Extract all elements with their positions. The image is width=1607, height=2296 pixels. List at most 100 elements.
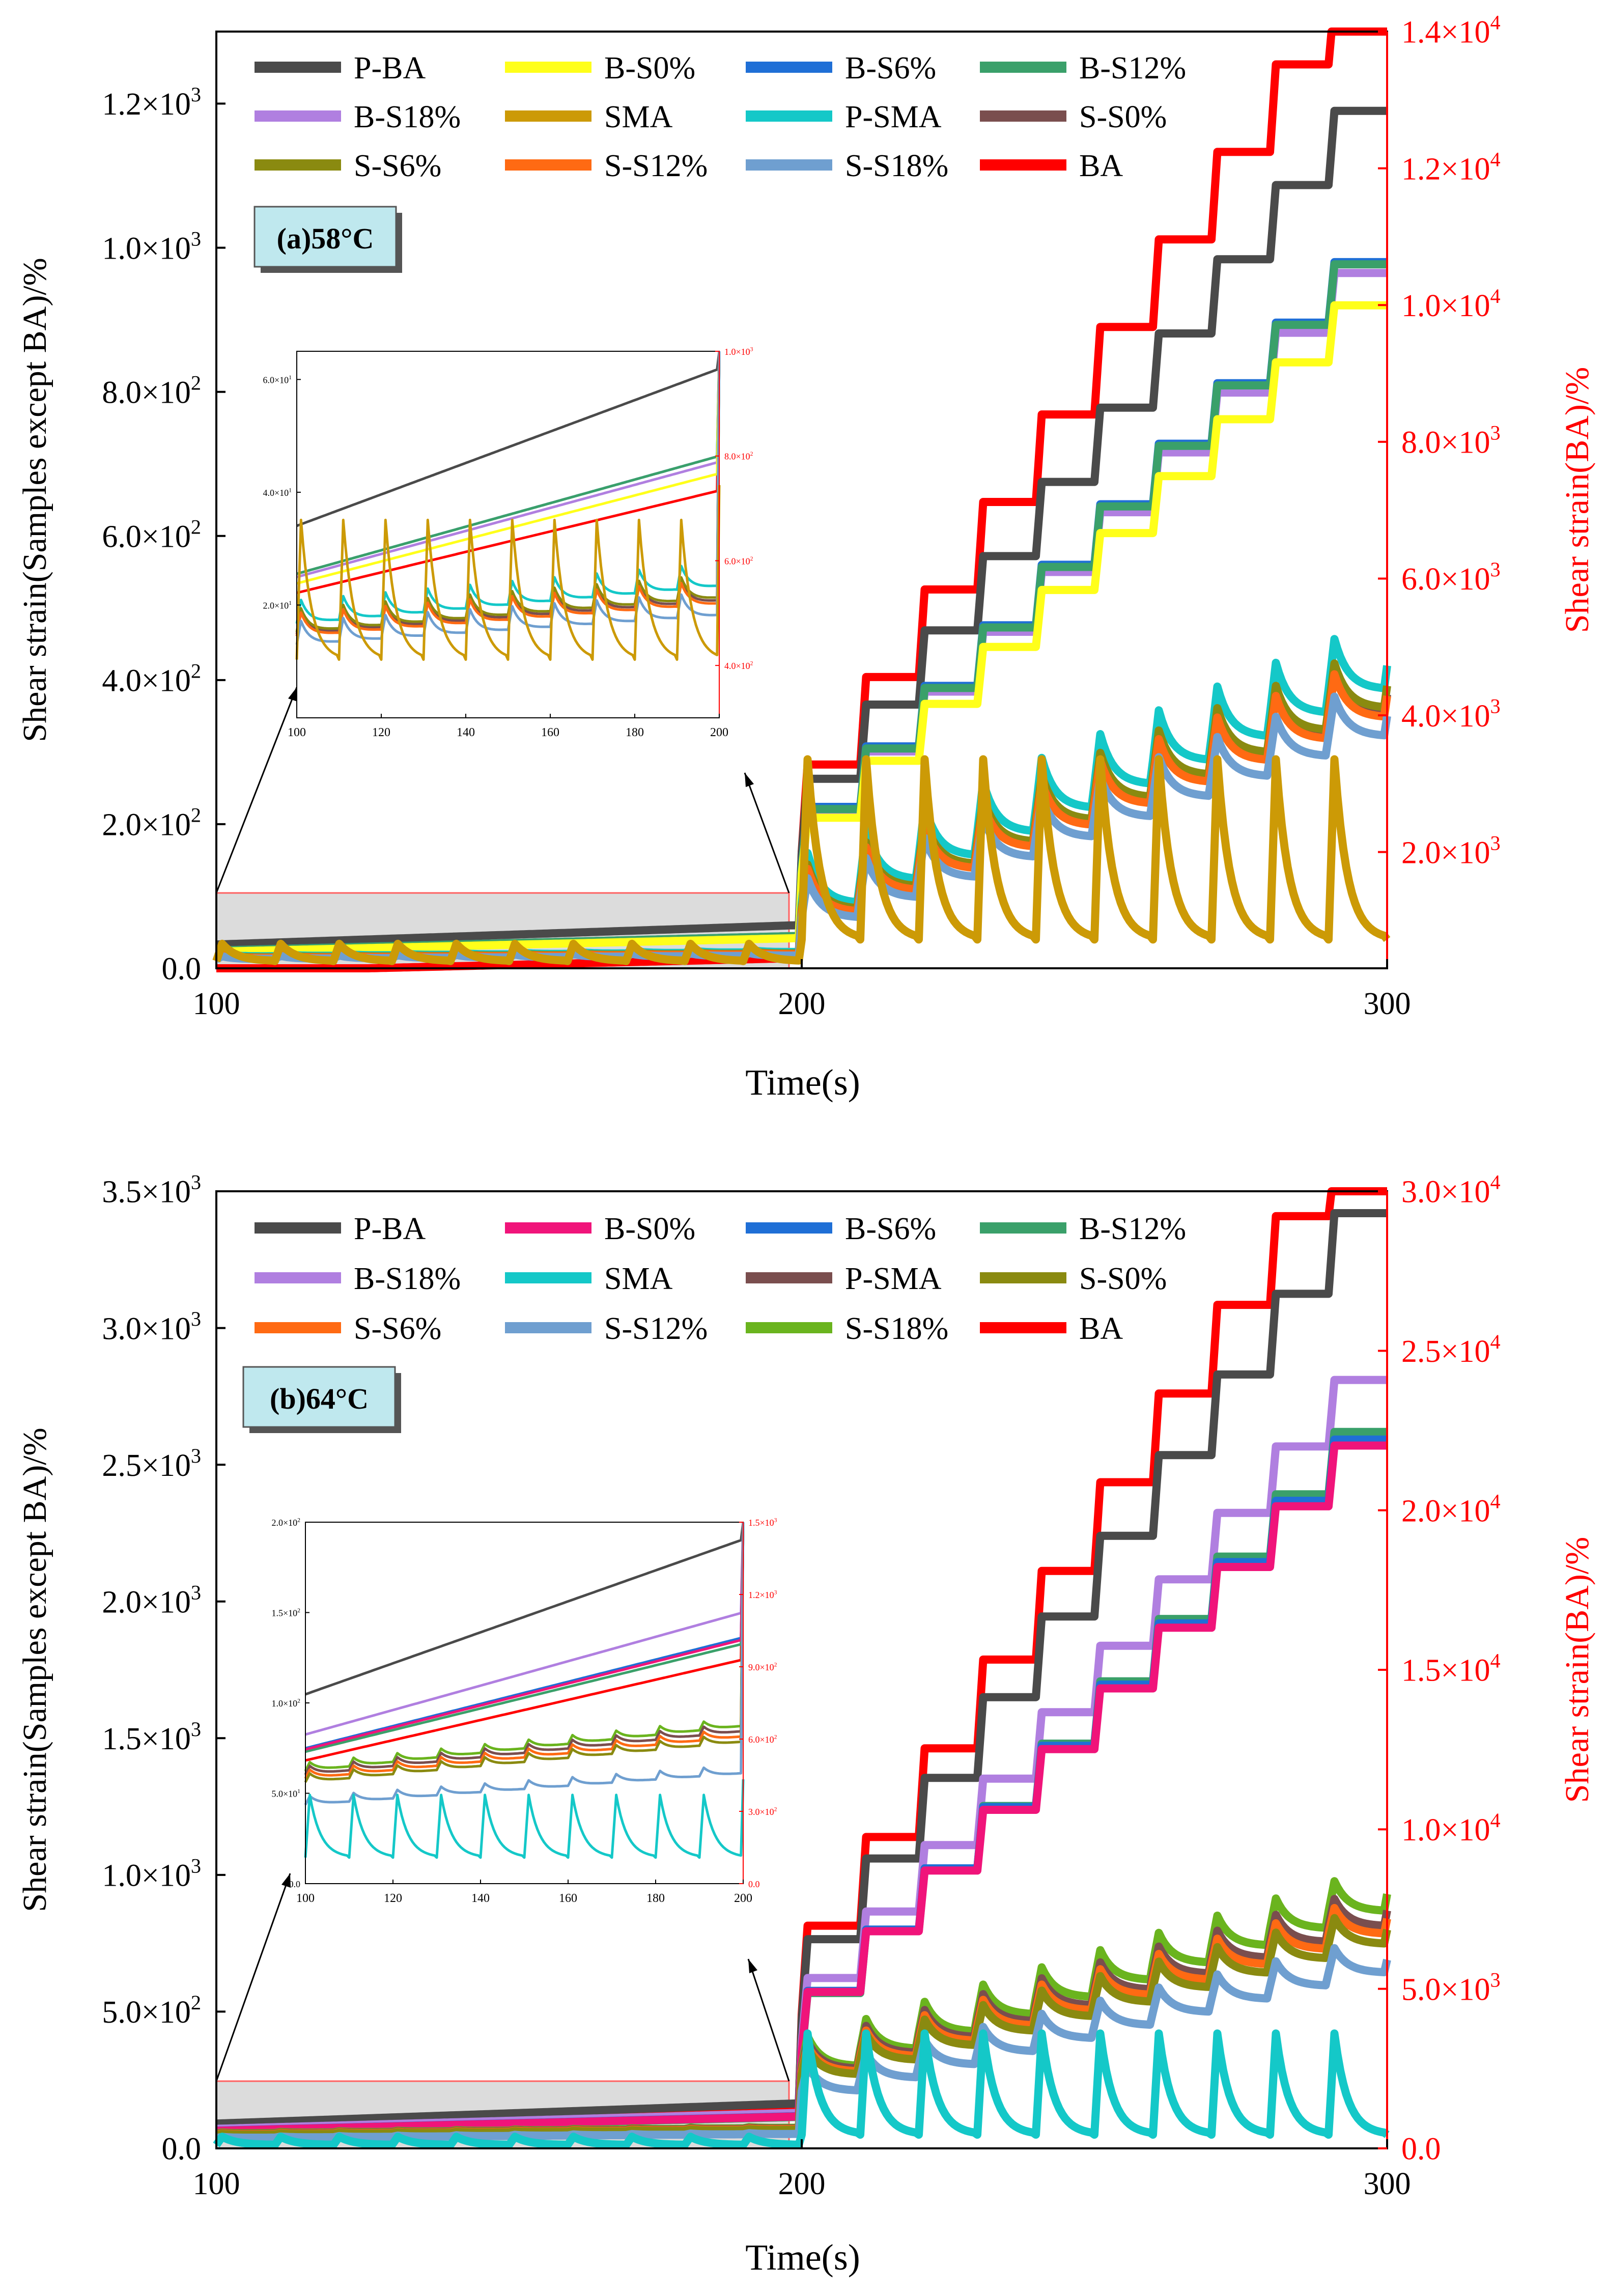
a-inset-series-b-s0pct [296,351,721,585]
b-inset-y2-tick-label-600: 6.0×102 [748,1733,777,1745]
b-inset-y-tick-label-50: 5.0×101 [272,1788,301,1799]
x-axis-label-a: Time(s) [745,1062,860,1103]
main-series-group-b [213,1187,1391,2149]
b-y2-tick-label-0: 0.0 [1401,2132,1441,2167]
a-legend-label-b-s0pct: B-S0% [604,51,695,86]
a-legend-label-b-s6pct: B-S6% [845,51,936,86]
inset-background-b [305,1522,743,1884]
b-inset-x-tick-label-180: 180 [646,1892,665,1905]
a-y-tick-label-200: 2.0×102 [102,804,201,843]
b-inset-y2-tick-label-1500: 1.5×103 [748,1517,777,1528]
b-inset-series-ba [305,1522,745,1762]
inset-background-a [297,351,719,718]
b-inset-series-s-s12pct [304,1522,745,1806]
legend-b: P-BA B-S0% B-S6% B-S12% B-S18% SMA P-SMA S-S0% S… [255,1212,1186,1346]
panel-label-a: (a)58°C [277,222,374,255]
a-legend-label-s-s12pct: S-S12% [604,149,708,183]
zoom-arrowhead-right-b [748,1959,757,1973]
a-y-tick-label-400: 4.0×102 [102,660,201,698]
a-inset-series-b-s18pct [296,351,721,578]
a-inset-y2-tick-label-600: 6.0×102 [724,555,753,567]
b-inset-series-b-s12pct [305,1522,745,1753]
tick-group-b: 100 200 3000.05.0×1021.0×1031.5×1032.0×103… [102,1171,1500,2201]
b-inset-x-tick-label-140: 140 [471,1892,490,1905]
b-inset-series-s-s18pct [304,1522,745,1772]
zoom-arrowhead-left [288,687,297,702]
b-y2-tick-label-30000: 3.0×104 [1401,1171,1501,1210]
legend-a: P-BA B-S0% B-S6% B-S12% B-S18% SMA P-SMA S-S0% S… [255,51,1186,183]
main-series-group-a [212,27,1391,972]
b-x-tick-label-100: 100 [193,2167,240,2201]
b-y2-tick-label-20000: 2.0×104 [1401,1490,1501,1528]
a-y-tick-label-1200: 1.2×103 [102,83,201,122]
a-x-tick-label-200: 200 [778,987,826,1021]
a-y-tick-label-0: 0.0 [162,952,202,987]
b-series-sma [213,2029,1390,2149]
b-y2-tick-label-5000: 5.0×103 [1401,1968,1501,2007]
inset-b: 100 120 140 160 180 200 0.0 5.0×101 1.0×102 1.5×1… [272,1517,777,1905]
tick-group-a: 100 200 300 0.0 2.0×102 4.0×102 6.0×102 8.0×102… [102,11,1500,1021]
a-inset-y2-tick-label-400: 4.0×102 [724,660,753,671]
a-legend-label-s-s0pct: S-S0% [1079,100,1167,134]
a-legend-label-s-s6pct: S-S6% [354,149,441,183]
a-y-tick-label-800: 8.0×102 [102,371,201,410]
a-y2-tick-label-10000: 1.0×104 [1401,285,1501,323]
b-y-tick-label-3000: 3.0×103 [102,1307,201,1346]
y-axis-label-a: Shear strain(Samples except BA)/% [16,258,53,742]
b-x-tick-label-300: 300 [1364,2167,1411,2201]
b-y-tick-label-1500: 1.5×103 [102,1718,201,1756]
zoom-arrow-left [215,687,298,893]
b-inset-y2-tick-label-0: 0.0 [748,1879,760,1889]
a-inset-series-ba [296,351,721,594]
a-inset-series-b-s12pct [296,351,721,575]
a-legend-label-p-ba: P-BA [354,51,426,86]
b-inset-y-tick-label-100: 1.0×102 [272,1697,301,1709]
inset-series-group-b [304,1522,745,1859]
a-y2-tick-label-2000: 2.0×103 [1401,831,1501,870]
b-inset-series-b-s18pct [305,1522,745,1736]
panel-a: 100 200 300 0.0 2.0×102 4.0×102 6.0×102 8.0×102… [16,11,1596,1103]
a-y2-tick-label-12000: 1.2×104 [1401,148,1501,186]
a-inset-x-tick-label-180: 180 [626,726,644,739]
x-axis-label-b: Time(s) [745,2237,860,2278]
a-y2-tick-label-14000: 1.4×104 [1401,11,1501,50]
a-x-tick-label-100: 100 [193,987,240,1021]
b-inset-x-tick-label-100: 100 [296,1892,315,1905]
b-inset-series-p-sma [304,1522,745,1776]
a-legend-label-s-s18pct: S-S18% [845,149,948,183]
inset-ticks-a: 100 120 140 160 180 200 2.0×101 4.0×101 6.0×101 4… [263,346,753,739]
a-inset-y2-tick-label-800: 8.0×102 [724,451,753,462]
b-inset-y-tick-label-0: 0.0 [289,1879,301,1889]
a-inset-x-tick-label-140: 140 [457,726,475,739]
b-legend-label-b-s18pct: B-S18% [354,1262,461,1296]
a-x-tick-label-300: 300 [1364,987,1411,1021]
b-inset-series-s-s6pct [304,1522,745,1779]
b-legend-label-s-s12pct: S-S12% [604,1311,708,1346]
b-y2-tick-label-15000: 1.5×104 [1401,1649,1501,1688]
a-y-tick-label-600: 6.0×102 [102,515,201,554]
b-legend-label-b-s12pct: B-S12% [1079,1212,1186,1246]
b-inset-series-p-ba [305,1522,745,1696]
a-inset-x-tick-label-100: 100 [288,726,306,739]
b-legend-label-s-s0pct: S-S0% [1079,1262,1167,1296]
zoom-arrowhead-right [745,773,754,787]
a-inset-x-tick-label-200: 200 [710,726,728,739]
b-inset-series-sma [304,1779,745,1859]
a-inset-series-p-ba [296,351,721,527]
y-axis-label-b: Shear strain(Samples except BA)/% [16,1427,53,1912]
b-y-tick-label-1000: 1.0×103 [102,1855,201,1893]
a-legend-label-ba: BA [1079,149,1123,183]
panel-label-box-b [242,1366,396,1428]
b-legend-label-p-sma: P-SMA [845,1262,942,1296]
a-series-sma [212,755,1391,965]
b-y-tick-label-3500: 3.5×103 [102,1171,201,1210]
b-legend-label-b-s6pct: B-S6% [845,1212,936,1246]
a-inset-series-sma [295,485,721,661]
b-inset-y-tick-label-150: 1.5×102 [272,1607,301,1618]
a-inset-x-tick-label-160: 160 [541,726,559,739]
b-inset-x-tick-label-120: 120 [384,1892,402,1905]
b-inset-y-tick-label-200: 2.0×102 [272,1517,301,1528]
b-inset-x-tick-label-160: 160 [559,1892,577,1905]
a-inset-y-tick-label-40: 4.0×101 [263,487,292,498]
a-legend-label-sma: SMA [604,100,673,134]
